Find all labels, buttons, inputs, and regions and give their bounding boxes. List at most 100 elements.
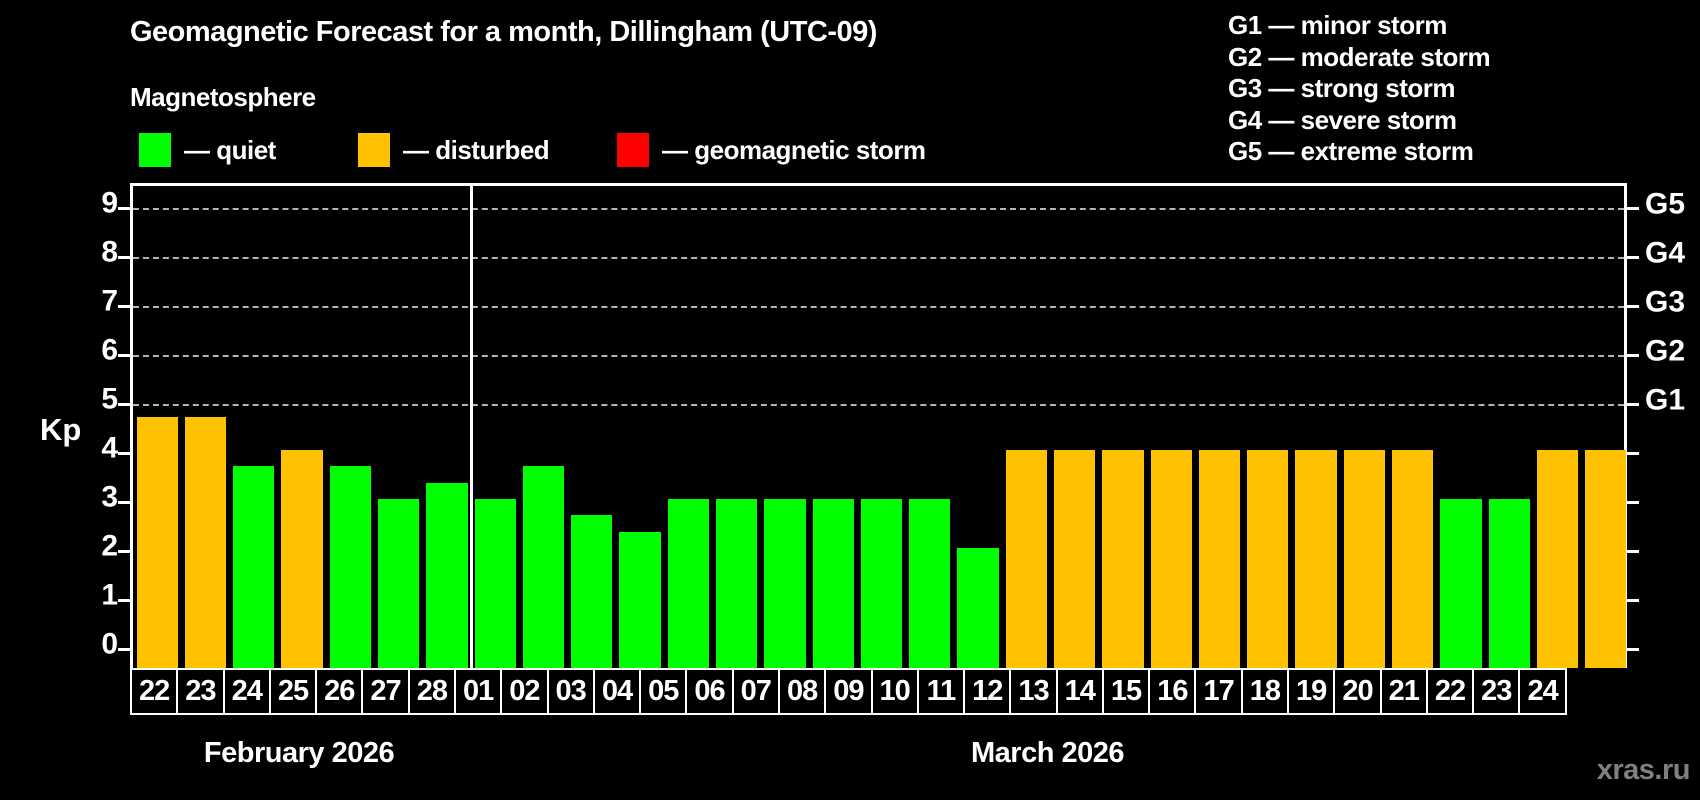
g-axis-label-g5: G5 [1645,187,1686,221]
kp-bar [522,466,565,668]
g-legend-line-g5: G5 — extreme storm [1228,136,1474,166]
month-separator-line [469,186,473,668]
day-label-06: 06 [685,668,734,715]
gridline-kp6 [133,355,1624,357]
kp-bar [957,548,999,668]
g-legend-line-g1: G1 — minor storm [1228,10,1447,40]
y-axis-title: Kp [40,412,82,448]
y-tick-label-2: 2 [101,529,118,563]
day-label-09: 09 [824,668,873,715]
day-label-23: 23 [176,668,225,715]
legend-label-disturbed: — disturbed [403,134,550,165]
left-tick-kp1 [118,599,131,602]
day-label-17: 17 [1194,668,1243,715]
y-tick-label-0: 0 [101,627,118,661]
chart-title: Geomagnetic Forecast for a month, Dillin… [130,16,877,48]
gridline-kp5 [133,404,1624,406]
kp-bar [1054,450,1096,668]
kp-bar [233,466,275,668]
left-tick-kp6 [118,354,131,357]
day-label-10: 10 [870,668,919,715]
right-tick-kp1 [1626,599,1639,602]
right-tick-kp2 [1626,550,1639,553]
storm-swatch-icon [617,133,649,167]
legend-item-disturbed: — disturbed [358,132,550,168]
left-tick-kp2 [118,550,131,553]
day-label-24: 24 [222,668,271,715]
plot-area [118,183,1639,668]
kp-bar [474,499,516,668]
right-tick-kp6 [1626,354,1639,357]
chart-subtitle: Magnetosphere [130,82,316,112]
kp-bar [1005,450,1047,668]
day-label-19: 19 [1287,668,1336,715]
gridline-kp8 [133,257,1624,259]
day-label-16: 16 [1148,668,1197,715]
day-label-26: 26 [315,668,364,715]
kp-bar [1198,450,1241,668]
quiet-swatch-icon [139,133,171,167]
day-label-15: 15 [1101,668,1151,715]
y-tick-label-4: 4 [101,431,118,465]
kp-bar [667,499,709,668]
day-label-25: 25 [268,668,318,715]
kp-bar [1343,450,1386,668]
legend-label-quiet: — quiet [184,134,276,165]
month-label-march: March 2026 [971,737,1125,769]
kp-bar [619,531,661,668]
day-label-20: 20 [1333,668,1382,715]
kp-bar [377,499,420,668]
day-label-03: 03 [546,668,595,715]
legend-item-storm: — geomagnetic storm [617,132,926,168]
y-tick-label-8: 8 [101,235,118,269]
left-tick-kp4 [118,452,131,455]
kp-bar [329,466,371,668]
y-tick-label-7: 7 [101,284,118,318]
right-tick-kp0 [1626,648,1639,651]
day-label-08: 08 [777,668,827,715]
day-label-21: 21 [1379,668,1428,715]
kp-bar [860,499,903,668]
kp-bar [1102,450,1144,668]
kp-bar [715,499,758,668]
day-label-01: 01 [453,668,503,715]
x-axis-day-labels: 22 23 24 25 26 27 28 01 02 03 04 05 06 07 08 09 10 11 12 13… [130,668,1627,715]
gridline-kp7 [133,306,1624,308]
kp-bar [909,499,951,668]
right-tick-kp4 [1626,452,1639,455]
kp-bar [764,499,806,668]
kp-bar [1392,450,1434,668]
day-label-28: 28 [407,668,456,715]
g-legend-line-g4: G4 — severe storm [1228,104,1457,135]
kp-bar [136,417,178,668]
day-label-22: 22 [130,668,179,715]
right-tick-kp3 [1626,501,1639,504]
g-scale-legend: G1 — minor storm G2 — moderate storm G3 … [1228,10,1491,168]
legend-item-quiet: — quiet [139,132,276,168]
kp-bar [571,515,613,668]
left-tick-kp5 [118,403,131,406]
kp-bar [1150,450,1192,668]
left-tick-kp8 [118,256,131,259]
day-label-04: 04 [592,668,642,715]
left-tick-kp0 [118,648,131,651]
kp-bar [1488,499,1530,668]
day-label-23: 23 [1472,668,1521,715]
day-label-11: 11 [916,668,966,715]
y-tick-label-6: 6 [101,333,118,367]
g-legend-line-g3: G3 — strong storm [1228,73,1455,103]
month-label-february: February 2026 [203,737,395,769]
left-tick-kp7 [118,305,131,308]
kp-bar [812,499,854,668]
kp-bar [184,417,227,668]
day-label-18: 18 [1240,668,1290,715]
g-axis-label-g3: G3 [1645,285,1686,319]
y-tick-label-9: 9 [101,186,118,220]
y-tick-label-3: 3 [101,480,118,514]
watermark: xras.ru [1596,754,1691,786]
day-label-22: 22 [1425,668,1475,715]
day-label-05: 05 [639,668,688,715]
kp-bar [1295,450,1337,668]
day-label-27: 27 [361,668,410,715]
